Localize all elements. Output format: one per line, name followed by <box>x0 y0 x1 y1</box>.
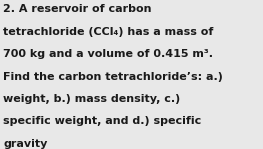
Text: weight, b.) mass density, c.): weight, b.) mass density, c.) <box>3 94 180 104</box>
Text: tetrachloride (CCl₄) has a mass of: tetrachloride (CCl₄) has a mass of <box>3 27 214 37</box>
Text: specific weight, and d.) specific: specific weight, and d.) specific <box>3 116 201 126</box>
Text: gravity: gravity <box>3 139 48 149</box>
Text: 700 kg and a volume of 0.415 m³.: 700 kg and a volume of 0.415 m³. <box>3 49 213 59</box>
Text: 2. A reservoir of carbon: 2. A reservoir of carbon <box>3 4 152 14</box>
Text: Find the carbon tetrachloride’s: a.): Find the carbon tetrachloride’s: a.) <box>3 72 223 82</box>
